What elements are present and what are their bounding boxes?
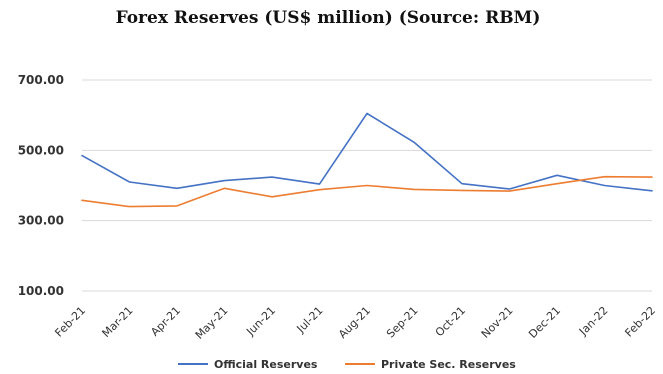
x-tick-label: Feb-21: [52, 304, 88, 340]
x-tick-label: Apr-21: [148, 304, 183, 339]
x-axis-tick-labels: Feb-21 Mar-21 Apr-21 May-21 Jun-21 Jul-21 Aug-…: [52, 304, 658, 342]
y-tick-label: 100.00: [18, 284, 64, 298]
x-tick-label: May-21: [193, 304, 231, 342]
x-tick-label: Mar-21: [100, 304, 136, 340]
y-axis-tick-labels: 100.00 300.00 500.00 700.00: [18, 73, 64, 298]
x-tick-label: Aug-21: [336, 304, 373, 341]
x-tick-label: Nov-21: [479, 304, 516, 341]
series-lines: [81, 112, 653, 208]
x-tick-label: Jan-22: [576, 304, 611, 339]
x-tick-label: Feb-22: [622, 304, 658, 340]
x-tick-label: Dec-21: [526, 304, 563, 341]
series-line-official-reserves: [81, 112, 653, 192]
legend-label: Official Reserves: [214, 358, 318, 371]
x-tick-label: Jul-21: [294, 304, 326, 336]
y-tick-label: 300.00: [18, 214, 64, 228]
chart-title: Forex Reserves (US$ million) (Source: RB…: [116, 8, 541, 28]
y-tick-label: 500.00: [18, 143, 64, 157]
x-tick-label: Jun-21: [243, 304, 278, 339]
series-line-private-sec-reserves: [81, 175, 653, 208]
y-tick-label: 700.00: [18, 73, 64, 87]
x-tick-label: Oct-21: [433, 304, 468, 339]
legend-label: Private Sec. Reserves: [381, 358, 516, 371]
gridlines: [82, 79, 652, 292]
legend: Official Reserves Private Sec. Reserves: [178, 358, 516, 371]
x-tick-label: Sep-21: [384, 304, 421, 341]
